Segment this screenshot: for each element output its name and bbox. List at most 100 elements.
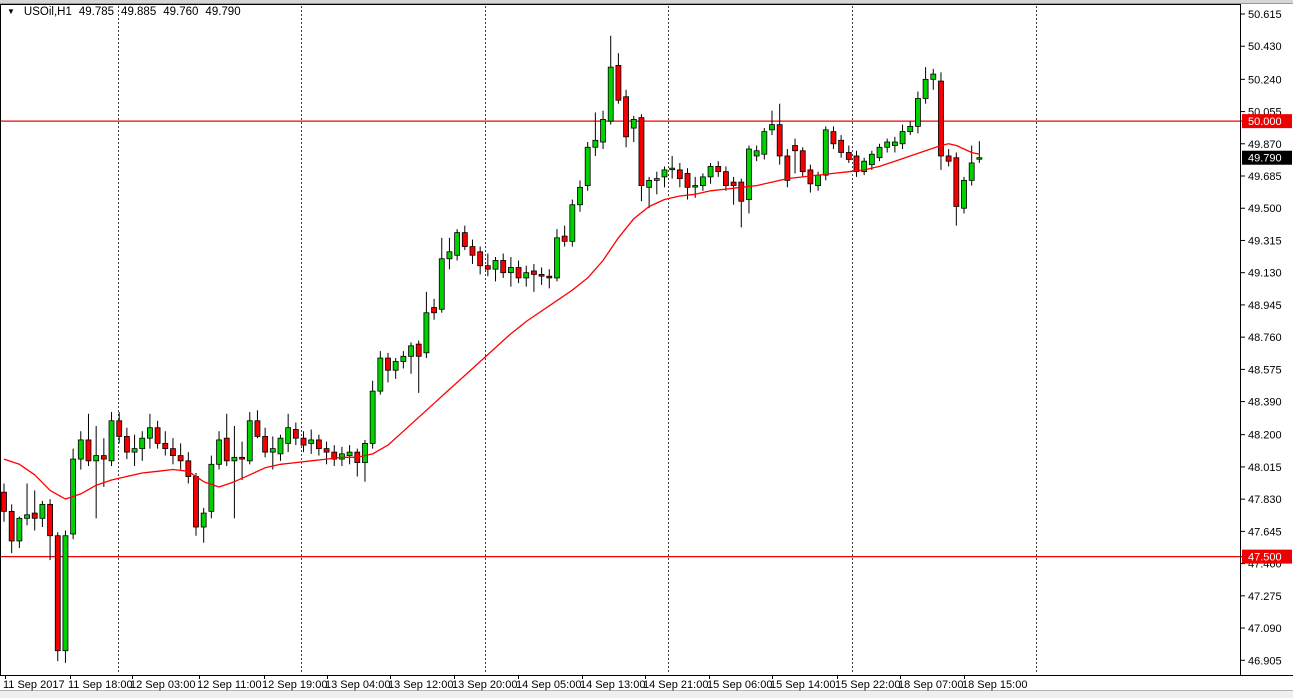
symbol-dropdown-icon[interactable]: ▼ bbox=[7, 7, 15, 16]
candle-body-down bbox=[415, 343, 422, 357]
candle-body-up bbox=[861, 160, 868, 173]
candle-body-down bbox=[945, 155, 952, 162]
candle-body-up bbox=[899, 131, 906, 145]
plot-area[interactable] bbox=[1, 5, 1240, 675]
price-tick-label: 50.615 bbox=[1248, 9, 1282, 21]
candle-body-up bbox=[922, 78, 929, 99]
candle-body-up bbox=[523, 272, 530, 279]
candle-body-down bbox=[638, 117, 645, 186]
quote-close: 49.790 bbox=[205, 6, 241, 18]
candle-body-up bbox=[746, 148, 752, 200]
time-axis-label: 11 Sep 2017 bbox=[3, 679, 65, 691]
candle-body-up bbox=[369, 390, 376, 444]
candle-body-up bbox=[761, 131, 768, 155]
price-tick-label: 48.945 bbox=[1248, 300, 1282, 312]
candle-body-down bbox=[715, 166, 722, 173]
candle-body-down bbox=[684, 172, 691, 188]
candle-body-down bbox=[385, 357, 391, 371]
price-tick-label: 47.275 bbox=[1248, 591, 1282, 603]
time-axis-label: 11 Sep 18:00 bbox=[68, 679, 133, 691]
window-top-edge bbox=[0, 0, 1293, 3]
candle-body-down bbox=[615, 64, 622, 101]
candle-body-up bbox=[246, 420, 253, 462]
candle-body-down bbox=[223, 437, 230, 462]
price-tick-label: 49.870 bbox=[1248, 139, 1282, 151]
candle-body-up bbox=[285, 427, 292, 444]
candle-body-down bbox=[531, 270, 537, 275]
candle-body-down bbox=[546, 275, 553, 279]
candle-body-down bbox=[262, 436, 269, 453]
candle-body-up bbox=[400, 355, 407, 362]
price-badge-label: 49.790 bbox=[1248, 153, 1282, 165]
candle-body-down bbox=[47, 503, 53, 537]
candle-body-up bbox=[339, 453, 345, 460]
time-axis-label: 13 Sep 12:00 bbox=[388, 679, 453, 691]
candle-body-up bbox=[769, 124, 775, 131]
candle-body-up bbox=[16, 517, 23, 542]
candle-body-up bbox=[39, 503, 46, 519]
time-axis-label: 13 Sep 04:00 bbox=[325, 679, 390, 691]
candle-body-up bbox=[607, 66, 614, 122]
candle-body-up bbox=[277, 437, 284, 455]
time-axis-label: 14 Sep 13:00 bbox=[580, 679, 645, 691]
window-bottom-edge bbox=[0, 691, 1293, 698]
current-price-badge bbox=[1242, 150, 1292, 165]
price-tick-label: 49.130 bbox=[1248, 268, 1282, 280]
time-axis-label: 14 Sep 21:00 bbox=[643, 679, 708, 691]
candle-body-up bbox=[362, 443, 368, 463]
price-tick-label: 49.685 bbox=[1248, 171, 1282, 183]
candle-body-down bbox=[315, 439, 322, 450]
candle-body-up bbox=[661, 169, 668, 178]
candle-body-down bbox=[730, 181, 737, 186]
candle-body-up bbox=[630, 118, 637, 129]
candle-body-down bbox=[292, 429, 299, 439]
candle-body-up bbox=[569, 204, 576, 242]
candle-body-up bbox=[915, 98, 921, 127]
candle-body-down bbox=[515, 267, 522, 279]
candle-body-up bbox=[653, 178, 660, 181]
candle-body-down bbox=[177, 455, 184, 462]
price-tick-label: 47.645 bbox=[1248, 526, 1282, 538]
price-tick-label: 49.315 bbox=[1248, 235, 1282, 247]
candle-body-down bbox=[323, 448, 330, 453]
candle-body-up bbox=[200, 512, 207, 528]
candle-body-down bbox=[162, 443, 169, 450]
candle-body-down bbox=[830, 131, 837, 145]
candle-body-down bbox=[838, 139, 845, 153]
candle-body-down bbox=[100, 455, 107, 460]
candle-body-up bbox=[930, 73, 937, 80]
candle-body-up bbox=[868, 153, 875, 166]
price-badge-label: 50.000 bbox=[1248, 116, 1282, 128]
price-tick-label: 50.430 bbox=[1248, 41, 1282, 53]
candle-body-up bbox=[438, 258, 445, 310]
candle-body-up bbox=[884, 141, 891, 148]
price-tick-label: 48.575 bbox=[1248, 364, 1282, 376]
quote-open: 49.785 bbox=[78, 6, 115, 18]
candle-body-up bbox=[976, 157, 983, 160]
candle-body-down bbox=[331, 451, 338, 460]
candle-body-up bbox=[600, 118, 606, 143]
candle-body-down bbox=[431, 307, 437, 314]
quote-line: ▼ USOil,H1 49.785 49.885 49.760 49.790 bbox=[7, 6, 241, 18]
price-tick-label: 47.830 bbox=[1248, 494, 1282, 506]
candle-body-up bbox=[707, 166, 714, 178]
candle-body-up bbox=[377, 357, 384, 392]
candle-body-down bbox=[807, 169, 814, 185]
price-tick-label: 48.390 bbox=[1248, 397, 1282, 409]
candle-body-up bbox=[968, 162, 975, 181]
price-tick-label: 48.200 bbox=[1248, 430, 1282, 442]
candle-body-down bbox=[623, 96, 629, 138]
candle-body-up bbox=[77, 439, 84, 460]
candle-body-up bbox=[346, 451, 353, 456]
candle-body-down bbox=[500, 260, 507, 274]
symbol-label: USOil,H1 bbox=[23, 6, 72, 18]
candle-body-down bbox=[300, 437, 307, 446]
price-tick-label: 46.905 bbox=[1248, 655, 1282, 667]
candle-body-up bbox=[577, 186, 583, 206]
candle-body-down bbox=[538, 274, 545, 277]
price-tick-label: 48.015 bbox=[1248, 462, 1282, 474]
candle-body-up bbox=[822, 129, 829, 176]
candle-body-down bbox=[54, 535, 61, 652]
candle-body-down bbox=[469, 246, 476, 256]
